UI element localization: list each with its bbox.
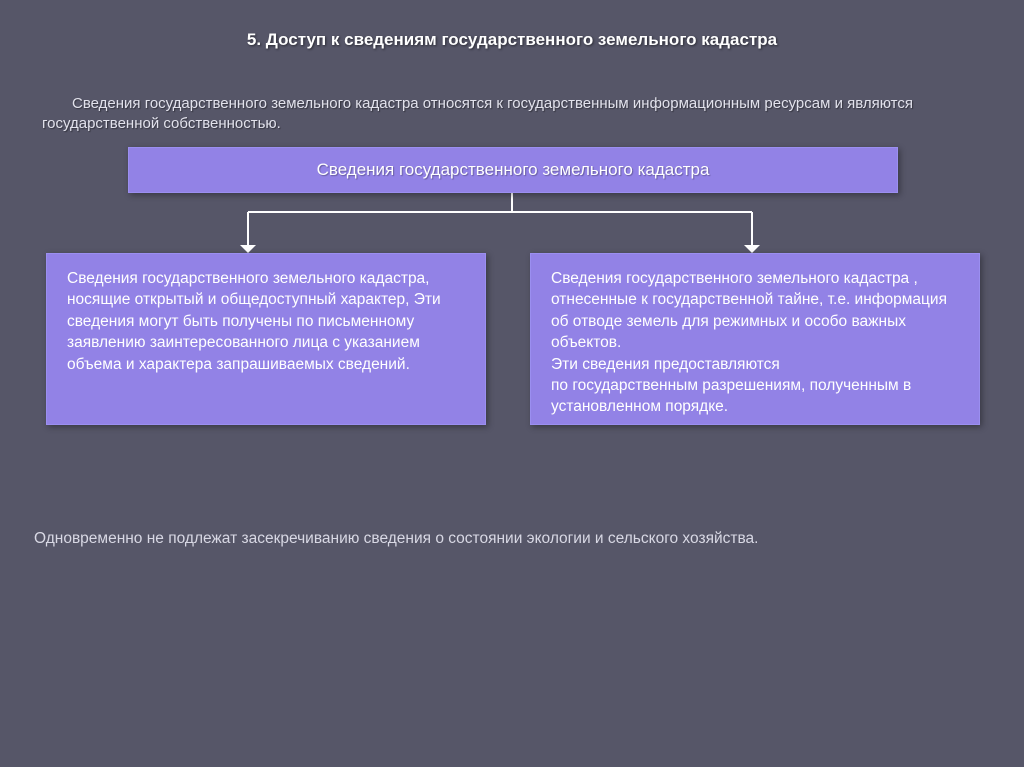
diagram-left-box-text: Сведения государственного земельного кад… <box>67 270 441 373</box>
diagram-top-box-label: Сведения государственного земельного кад… <box>317 160 710 180</box>
diagram-left-box: Сведения государственного земельного кад… <box>46 253 486 425</box>
diagram-right-box-text: Сведения государственного земельного кад… <box>551 270 947 415</box>
diagram-right-box: Сведения государственного земельного кад… <box>530 253 980 425</box>
intro-paragraph: Сведения государственного земельного кад… <box>42 94 996 135</box>
slide-title: 5. Доступ к сведениям государственного з… <box>0 30 1024 50</box>
footer-paragraph: Одновременно не подлежат засекречиванию … <box>34 530 990 548</box>
diagram-top-box: Сведения государственного земельного кад… <box>128 147 898 193</box>
